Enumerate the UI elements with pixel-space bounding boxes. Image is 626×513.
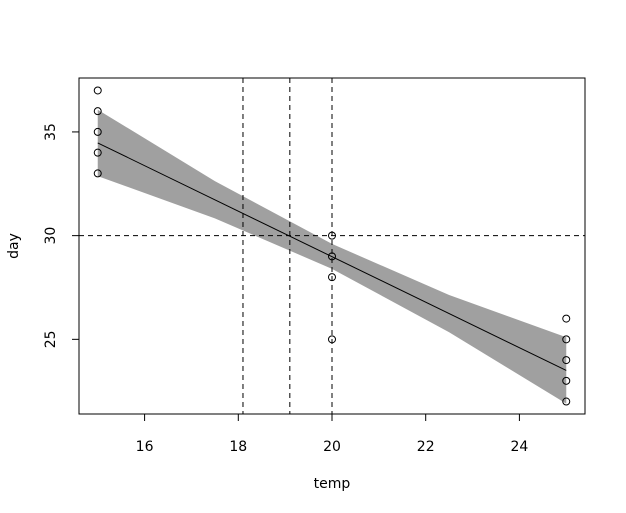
point [328, 231, 336, 240]
x-axis-label: temp [314, 476, 351, 492]
y-tick-label: 30 [43, 227, 59, 245]
y-axis-label: day [6, 233, 22, 259]
point [93, 148, 102, 157]
point [93, 127, 102, 136]
point [562, 397, 571, 406]
x-tick-label: 18 [229, 439, 247, 455]
point [93, 107, 102, 116]
point [562, 335, 571, 344]
x-tick-label: 22 [417, 439, 435, 455]
point [562, 314, 571, 323]
x-tick-label: 16 [136, 439, 154, 455]
point [562, 356, 571, 365]
point [328, 273, 336, 282]
point [562, 376, 571, 385]
y-tick-label: 35 [43, 123, 59, 141]
x-tick-label: 24 [510, 439, 528, 455]
fit-line [97, 142, 567, 371]
point [328, 335, 336, 344]
y-tick-label: 25 [43, 330, 59, 348]
point [93, 86, 102, 95]
x-tick-label: 20 [323, 439, 341, 455]
point [93, 169, 102, 178]
point [328, 252, 336, 261]
